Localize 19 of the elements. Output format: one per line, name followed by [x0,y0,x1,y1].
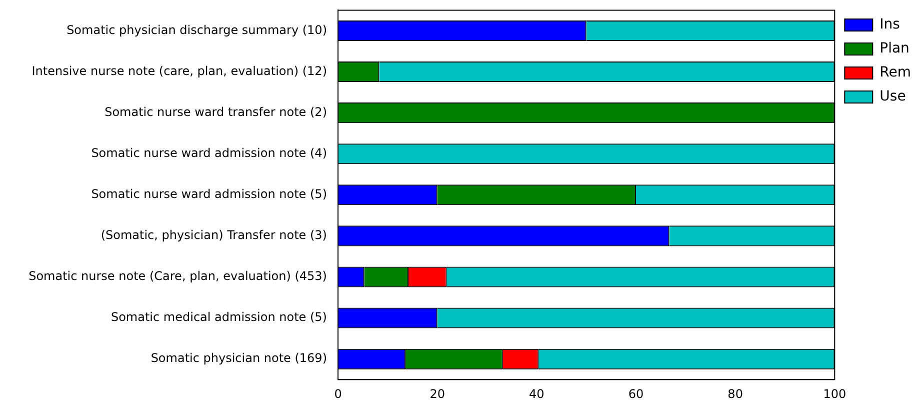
y-tick-label: Somatic medical admission note (5) [110,310,327,324]
legend-label: Rem [880,64,912,81]
y-tick-label: Somatic nurse note (Care, plan, evaluation) (453) [28,269,327,284]
x-tick-label: 80 [728,386,743,401]
y-tick-label: Somatic nurse ward transfer note (2) [104,104,327,119]
x-tick-label: 60 [628,386,644,401]
legend-label: Use [880,88,906,105]
legend-label: Plan [880,40,910,57]
y-tick-label: Somatic physician discharge summary (10) [66,22,327,37]
legend-label: Ins [880,16,900,33]
x-tick-label: 40 [529,386,544,401]
x-tick-label: 0 [334,386,342,401]
y-tick-label: Somatic nurse ward admission note (4) [91,146,327,160]
x-tick-label: 100 [823,386,846,401]
x-tick-label: 20 [430,386,445,401]
y-tick-label: Somatic nurse ward admission note (5) [91,187,327,202]
y-tick-label: (Somatic, physician) Transfer note (3) [100,228,327,242]
y-tick-label: Intensive nurse note (care, plan, evaluation) (12) [32,64,327,78]
y-tick-label: Somatic physician note (169) [150,351,327,366]
